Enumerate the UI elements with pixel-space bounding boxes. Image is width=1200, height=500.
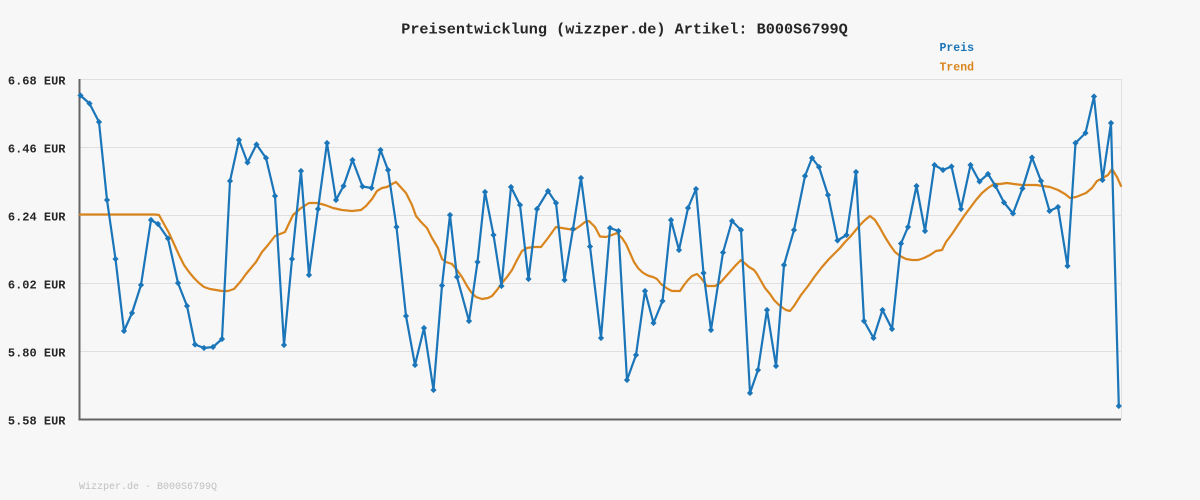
svg-text:5.58 EUR: 5.58 EUR xyxy=(8,414,66,428)
svg-text:6.02 EUR: 6.02 EUR xyxy=(8,278,66,292)
svg-text:6.68 EUR: 6.68 EUR xyxy=(8,74,66,88)
svg-text:6.46 EUR: 6.46 EUR xyxy=(8,142,66,156)
svg-text:5.80 EUR: 5.80 EUR xyxy=(8,346,66,360)
svg-text:Wizzper.de - B000S6799Q: Wizzper.de - B000S6799Q xyxy=(79,481,217,493)
svg-text:Preis: Preis xyxy=(940,42,975,55)
svg-text:6.24 EUR: 6.24 EUR xyxy=(8,210,66,224)
svg-text:Trend: Trend xyxy=(940,62,975,75)
svg-text:Preisentwicklung (wizzper.de): Preisentwicklung (wizzper.de) Artikel: B… xyxy=(401,21,848,39)
